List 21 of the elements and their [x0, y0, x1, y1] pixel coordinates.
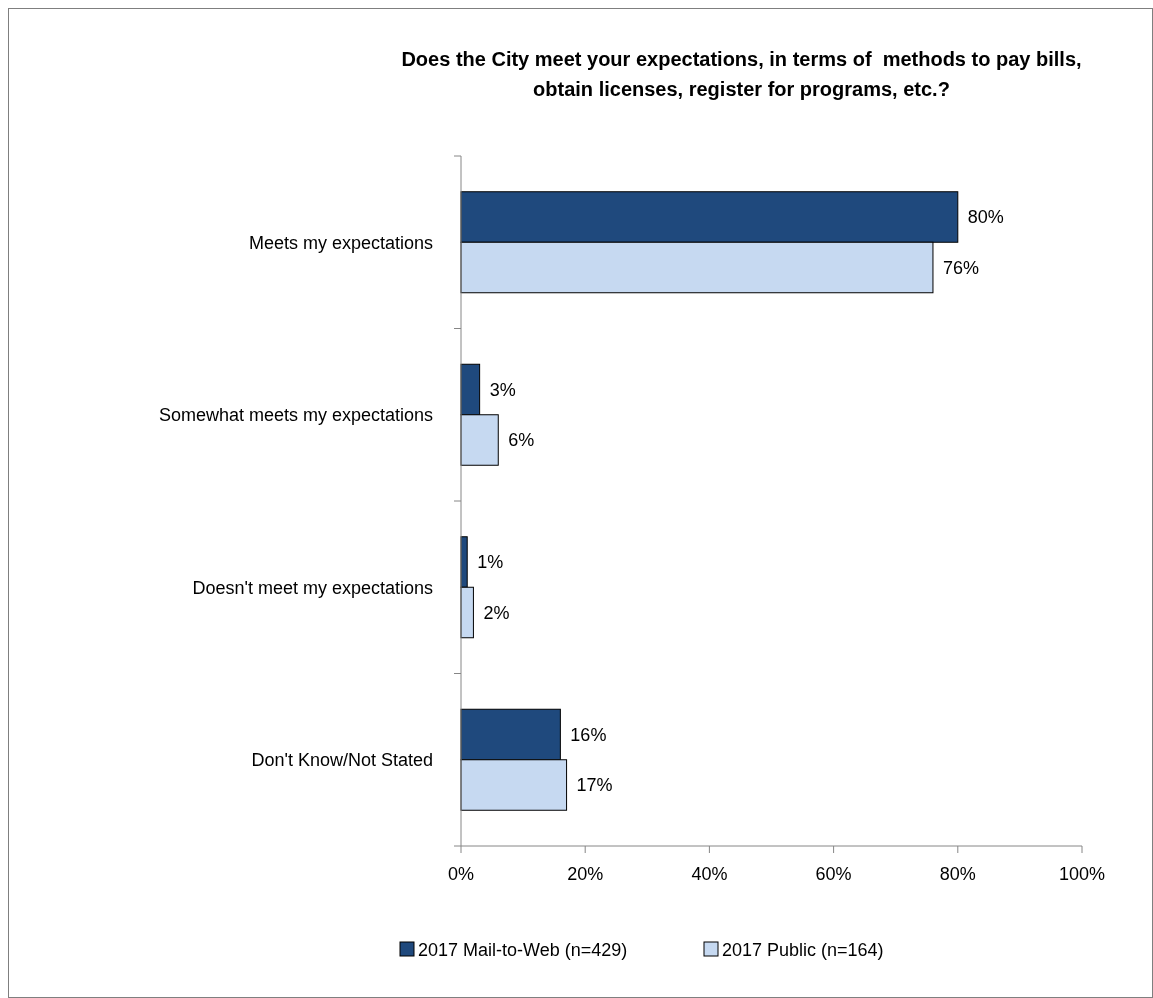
- data-label: 76%: [942, 257, 979, 278]
- y-tick-label: Don't Know/Not Stated: [251, 750, 433, 771]
- x-tick-label: 60%: [815, 864, 852, 884]
- data-label: 2%: [483, 602, 510, 623]
- y-tick-label: Meets my expectations: [248, 232, 433, 253]
- legend-label: 2017 Mail-to-Web (n=429): [418, 940, 628, 961]
- y-tick-label: Somewhat meets my expectations: [158, 405, 433, 426]
- x-tick-label: 40%: [691, 864, 728, 884]
- data-label: 80%: [967, 207, 1004, 228]
- data-label: 6%: [508, 430, 535, 451]
- x-tick-label: 80%: [939, 864, 976, 884]
- x-tick-label: 20%: [567, 864, 604, 884]
- y-tick-label: Doesn't meet my expectations: [192, 577, 433, 598]
- data-label: 17%: [576, 775, 613, 796]
- data-label: 3%: [489, 379, 516, 400]
- x-tick-label: 100%: [1058, 864, 1106, 884]
- data-label: 16%: [570, 724, 607, 745]
- data-label: 1%: [477, 552, 504, 573]
- legend-label: 2017 Public (n=164): [722, 940, 884, 961]
- chart-title: Does the City meet your expectations, in terms of methods to pay bills, obtain licenses, register for programs, etc.?: [401, 48, 1082, 100]
- x-tick-label: 0%: [447, 864, 475, 884]
